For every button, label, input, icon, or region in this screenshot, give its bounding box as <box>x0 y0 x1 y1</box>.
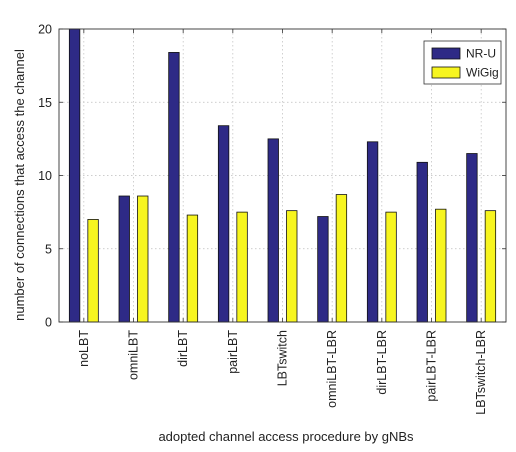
x-tick-label: LBTswitch <box>276 330 290 386</box>
y-tick-label: 0 <box>45 316 52 330</box>
bar-wigig-nolbt <box>87 219 99 323</box>
x-tick-label: dirLBT-LBR <box>375 330 389 395</box>
x-tick-label: dirLBT <box>176 330 190 367</box>
legend-swatch-wigig <box>431 66 461 79</box>
bar-nr-u-pairlbt <box>217 125 230 323</box>
bar-wigig-lbtswitch-lbr <box>484 210 497 323</box>
bar-wigig-omnilbt-lbr <box>335 194 348 323</box>
bar-wigig-pairlbt-lbr <box>435 208 447 323</box>
y-tick-label: 20 <box>38 23 52 37</box>
y-axis-label: number of connections that access the ch… <box>12 49 27 321</box>
bar-wigig-dirlbt-lbr <box>385 211 397 323</box>
x-tick-label: LBTswitch-LBR <box>474 330 488 415</box>
x-tick-label: pairLBT <box>226 330 240 374</box>
bar-nr-u-lbtswitch <box>267 138 279 323</box>
legend-label-nr-u: NR-U <box>466 47 496 61</box>
bar-nr-u-omnilbt <box>118 195 130 323</box>
bar-nr-u-dirlbt <box>168 52 180 323</box>
x-tick-label: omniLBT <box>127 330 141 380</box>
y-tick-label: 10 <box>38 169 52 183</box>
legend-swatch-nr-u <box>431 47 461 60</box>
bar-nr-u-lbtswitch-lbr <box>466 153 478 323</box>
x-tick-label: omniLBT-LBR <box>325 330 339 408</box>
y-tick-label: 5 <box>45 242 52 256</box>
bar-wigig-dirlbt <box>186 214 199 323</box>
bar-wigig-lbtswitch <box>286 210 298 323</box>
bar-wigig-pairlbt <box>236 211 248 323</box>
x-tick-label: pairLBT-LBR <box>425 330 439 402</box>
legend-label-wigig: WiGig <box>466 66 499 80</box>
x-axis-label: adopted channel access procedure by gNBs <box>158 429 414 444</box>
bar-wigig-omnilbt <box>137 195 149 323</box>
x-tick-label: noLBT <box>77 330 91 367</box>
bar-nr-u-dirlbt-lbr <box>366 141 379 323</box>
legend: NR-U WiGig <box>423 40 502 85</box>
bar-nr-u-pairlbt-lbr <box>416 161 428 323</box>
bar-nr-u-nolbt <box>68 28 81 323</box>
y-tick-label: 15 <box>38 96 52 110</box>
ticks-layer: 0 5 10 15 20 noLBT omniLBT dirLBT pairLBT LBTswit… <box>38 23 506 415</box>
bar-nr-u-omnilbt-lbr <box>317 216 329 323</box>
